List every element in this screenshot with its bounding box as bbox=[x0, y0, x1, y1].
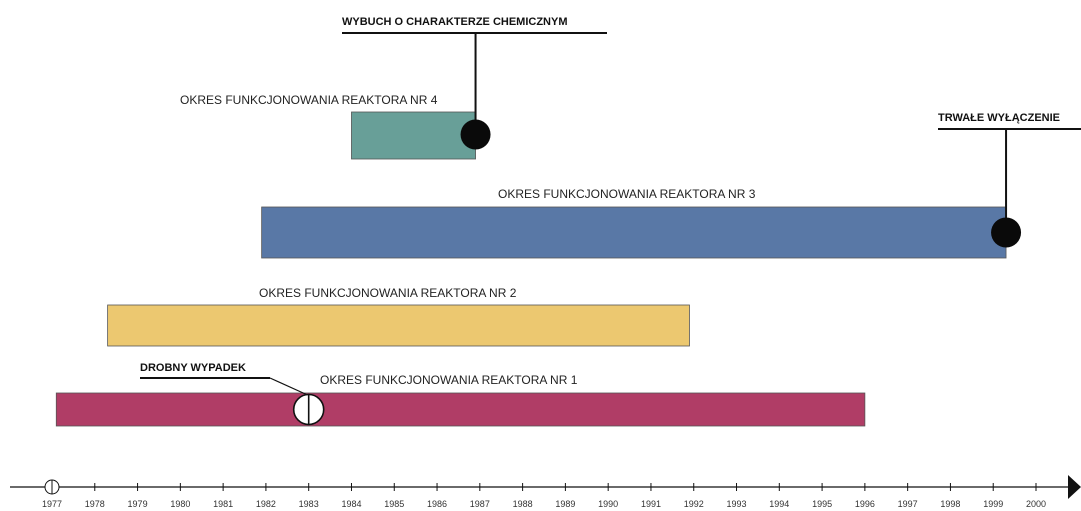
minor-accident-label: DROBNY WYPADEK bbox=[140, 362, 246, 374]
reactor-2-label: OKRES FUNKCJONOWANIA REAKTORA NR 2 bbox=[259, 286, 517, 300]
x-tick-label: 1988 bbox=[513, 499, 533, 509]
reactor-4-bar bbox=[351, 111, 476, 160]
x-tick-label: 2000 bbox=[1026, 499, 1046, 509]
x-tick-label: 1998 bbox=[940, 499, 960, 509]
x-tick-label: 1983 bbox=[299, 499, 319, 509]
reactor-1-label: OKRES FUNKCJONOWANIA REAKTORA NR 1 bbox=[320, 373, 578, 387]
x-tick-label: 1980 bbox=[170, 499, 190, 509]
x-tick-label: 1989 bbox=[555, 499, 575, 509]
reactor-3-bar bbox=[261, 206, 1007, 259]
x-tick-label: 1978 bbox=[85, 499, 105, 509]
x-tick-label: 1984 bbox=[341, 499, 361, 509]
x-tick-label: 1997 bbox=[898, 499, 918, 509]
x-tick-label: 1987 bbox=[470, 499, 490, 509]
reactor-2-bar bbox=[107, 304, 690, 347]
x-tick-label: 1991 bbox=[641, 499, 661, 509]
x-tick-label: 1990 bbox=[598, 499, 618, 509]
x-tick-label: 1995 bbox=[812, 499, 832, 509]
x-tick-label: 1986 bbox=[427, 499, 447, 509]
x-tick-label: 1977 bbox=[42, 499, 62, 509]
x-tick-label: 1996 bbox=[855, 499, 875, 509]
shutdown-label: TRWAŁE WYŁĄCZENIE bbox=[938, 112, 1060, 124]
x-axis-arrow bbox=[1068, 475, 1081, 499]
x-tick-label: 1985 bbox=[384, 499, 404, 509]
reactor-4-label: OKRES FUNKCJONOWANIA REAKTORA NR 4 bbox=[180, 93, 438, 107]
minor-accident-leader bbox=[269, 377, 309, 397]
x-tick-label: 1992 bbox=[684, 499, 704, 509]
x-tick-label: 1999 bbox=[983, 499, 1003, 509]
x-tick-label: 1993 bbox=[727, 499, 747, 509]
reactor-3-label: OKRES FUNKCJONOWANIA REAKTORA NR 3 bbox=[498, 187, 756, 201]
x-tick-label: 1982 bbox=[256, 499, 276, 509]
explosion-label: WYBUCH O CHARAKTERZE CHEMICZNYM bbox=[342, 16, 568, 28]
x-tick-label: 1981 bbox=[213, 499, 233, 509]
x-tick-label: 1979 bbox=[128, 499, 148, 509]
explosion-marker bbox=[460, 119, 491, 150]
reactor-1-bar bbox=[55, 392, 866, 427]
shutdown-marker bbox=[991, 217, 1022, 248]
x-tick-label: 1994 bbox=[769, 499, 789, 509]
